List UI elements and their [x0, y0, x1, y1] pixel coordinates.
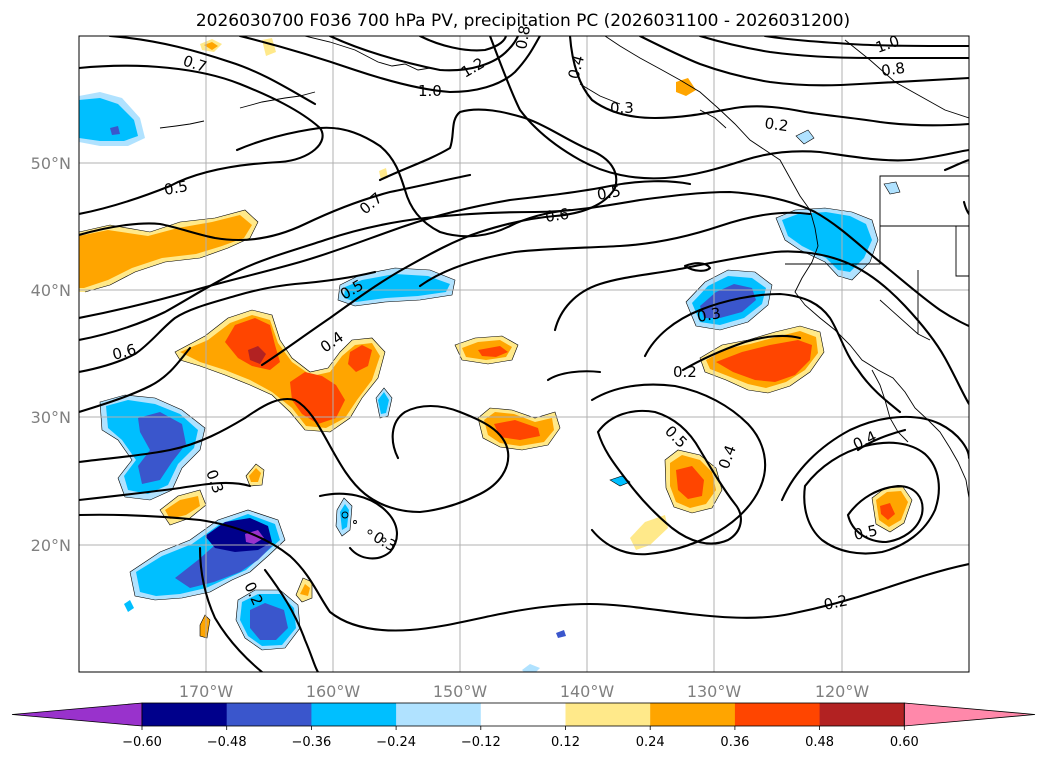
colorbar-segment [650, 703, 736, 726]
lat-tick-label: 20°N [31, 536, 71, 555]
colorbar-tick-label: 0.48 [805, 735, 834, 750]
colorbar-segment [480, 703, 566, 726]
colorbar-segments [11, 702, 1036, 727]
contour-label: 0.4 [564, 53, 588, 81]
map-frame [78, 35, 970, 673]
gridlines [79, 36, 969, 672]
negative-precip-shading [79, 92, 900, 672]
colorbar-tick-label: −0.24 [376, 735, 416, 750]
contour-label: 0.5 [163, 177, 190, 199]
contour-label: 0.5 [596, 182, 623, 204]
lat-tick-label: 40°N [31, 281, 71, 300]
lon-tick-label: 150°W [433, 682, 488, 701]
colorbar-extend-high [903, 702, 1036, 727]
contour-label: 0.2 [822, 591, 849, 614]
lat-tick-label: 50°N [31, 154, 71, 173]
colorbar-segment [396, 703, 482, 726]
contour-label: 0.3 [696, 304, 723, 326]
colorbar-frame [141, 702, 905, 727]
contour-labels: 0.7 1.0 1.2 0.8 0.4 0.3 0.2 1.0 0.8 0.5 … [110, 24, 906, 614]
contour-label: 0.5 [852, 521, 879, 544]
shading-edges [79, 129, 913, 651]
contour-label: 0.6 [110, 340, 138, 364]
contour-label: 0.8 [512, 24, 534, 51]
colorbar-tick-label: −0.12 [461, 735, 501, 750]
lon-tick-labels: 170°W 160°W 150°W 140°W 130°W 120°W [179, 682, 870, 701]
contour-label: 0.6 [544, 205, 570, 226]
colorbar-segment [819, 703, 905, 726]
colorbar-segment [226, 703, 312, 726]
contour-label: 1.0 [418, 82, 442, 100]
lon-tick-label: 130°W [687, 682, 742, 701]
contour-label: 0.8 [880, 59, 906, 80]
colorbar-tick-label: 0.24 [636, 735, 665, 750]
lon-tick-label: 140°W [560, 682, 615, 701]
lon-tick-label: 170°W [179, 682, 234, 701]
coastlines [159, 36, 969, 543]
lon-tick-label: 120°W [815, 682, 870, 701]
colorbar-tick-label: 0.12 [551, 735, 580, 750]
colorbar-tick-label: −0.36 [291, 735, 331, 750]
colorbar-ticks: −0.60 −0.48 −0.36 −0.24 −0.12 0.12 0.24 0.36 0.4… [122, 726, 919, 750]
lon-tick-label: 160°W [306, 682, 361, 701]
colorbar-tick-label: 0.36 [720, 735, 749, 750]
colorbar-tick-label: −0.48 [207, 735, 247, 750]
colorbar-segment [565, 703, 651, 726]
map-panel: 0.7 1.0 1.2 0.8 0.4 0.3 0.2 1.0 0.8 0.5 … [78, 24, 970, 673]
colorbar-extend-low [11, 702, 143, 727]
colorbar-segment [734, 703, 821, 726]
contour-label: 0.3 [610, 99, 634, 117]
lat-tick-labels: 50°N 40°N 30°N 20°N [31, 154, 71, 555]
contour-label: 0.2 [673, 363, 697, 381]
lat-tick-label: 30°N [31, 408, 71, 427]
map-title: 2026030700 F036 700 hPa PV, precipitatio… [196, 11, 850, 31]
contour-label: 0.2 [763, 114, 789, 135]
colorbar-tick-label: 0.60 [890, 735, 919, 750]
colorbar: −0.60 −0.48 −0.36 −0.24 −0.12 0.12 0.24 0.36 0.4… [11, 702, 1036, 750]
colorbar-tick-label: −0.60 [122, 735, 162, 750]
colorbar-segment [311, 703, 397, 726]
pv-contours [79, 36, 969, 672]
colorbar-segment [142, 703, 228, 726]
positive-precip-shading [79, 38, 912, 638]
